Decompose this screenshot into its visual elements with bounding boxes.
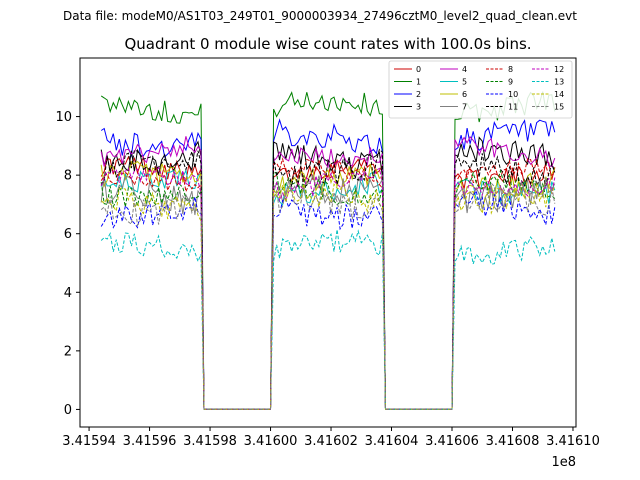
- x-offset-label: 1e8: [551, 455, 576, 470]
- y-tick-label: 4: [64, 286, 72, 301]
- legend-label-10: 10: [508, 90, 518, 99]
- legend-label-7: 7: [462, 103, 467, 112]
- legend-label-9: 9: [508, 78, 513, 87]
- y-tick-label: 0: [64, 403, 72, 418]
- legend-label-11: 11: [508, 103, 518, 112]
- chart-suptitle: Data file: modeM0/AS1T03_249T01_90000039…: [63, 9, 577, 23]
- series-line-4: [100, 136, 556, 410]
- x-tick-label: 3.41608: [486, 434, 540, 449]
- x-tick-label: 3.41604: [365, 434, 419, 449]
- legend-label-2: 2: [416, 90, 421, 99]
- series-line-3: [100, 136, 556, 410]
- x-axis: 3.41594 3.41596 3.41598 3.41600 3.41602 3.416…: [62, 427, 600, 449]
- legend-label-1: 1: [416, 78, 421, 87]
- series-line-2: [100, 118, 556, 410]
- series-line-12: [100, 166, 556, 410]
- series-line-10: [100, 189, 556, 410]
- series-line-13: [100, 229, 556, 410]
- series-line-7: [100, 173, 556, 410]
- y-axis: 0 2 4 6 8 10: [55, 110, 80, 418]
- series-line-8: [100, 157, 556, 410]
- series-line-15: [100, 181, 556, 410]
- legend-label-0: 0: [416, 65, 421, 74]
- x-tick-label: 3.41606: [425, 434, 479, 449]
- legend-label-4: 4: [462, 65, 467, 74]
- legend-label-6: 6: [462, 90, 467, 99]
- y-tick-label: 6: [64, 227, 72, 242]
- legend-label-13: 13: [554, 78, 564, 87]
- x-tick-label: 3.41600: [244, 434, 298, 449]
- legend-box: [388, 60, 573, 119]
- series-line-5: [100, 168, 556, 410]
- legend-label-12: 12: [554, 65, 564, 74]
- x-tick-label: 3.41602: [304, 434, 358, 449]
- series-line-1: [100, 91, 556, 410]
- x-tick-label: 3.41594: [62, 434, 116, 449]
- plot-area: [80, 58, 576, 427]
- legend-label-15: 15: [554, 103, 564, 112]
- legend-label-5: 5: [462, 78, 467, 87]
- legend-label-3: 3: [416, 103, 421, 112]
- legend-label-8: 8: [508, 65, 513, 74]
- x-tick-label: 3.41598: [183, 434, 237, 449]
- series-line-11: [100, 148, 556, 410]
- series-layer: [100, 91, 556, 410]
- legend-label-14: 14: [554, 90, 564, 99]
- y-tick-label: 8: [64, 169, 72, 184]
- x-tick-label: 3.41610: [546, 434, 600, 449]
- y-tick-label: 2: [64, 344, 72, 359]
- series-line-9: [100, 168, 556, 410]
- chart-title: Quadrant 0 module wise count rates with …: [124, 35, 531, 53]
- plot-frame: [79, 57, 577, 428]
- y-tick-label: 10: [55, 110, 72, 125]
- x-tick-label: 3.41596: [123, 434, 177, 449]
